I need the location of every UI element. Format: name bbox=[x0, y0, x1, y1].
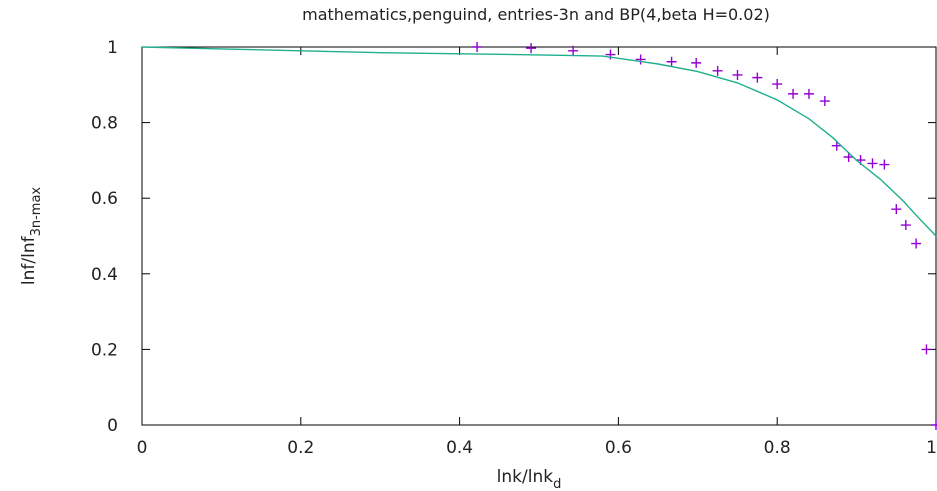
y-tick-label: 1 bbox=[107, 38, 118, 58]
data-point bbox=[879, 159, 890, 170]
x-tick-label: 0.4 bbox=[446, 438, 473, 458]
data-point bbox=[891, 204, 902, 215]
x-tick-label: 0.2 bbox=[287, 438, 314, 458]
data-point bbox=[788, 88, 799, 99]
data-point bbox=[526, 43, 537, 54]
data-point bbox=[921, 344, 932, 355]
y-axis-label: lnf/lnf3n-max bbox=[19, 187, 44, 286]
data-point bbox=[867, 158, 878, 169]
data-point bbox=[691, 57, 702, 68]
y-tick-label: 0.4 bbox=[91, 265, 118, 285]
x-tick-label: 0.8 bbox=[764, 438, 791, 458]
x-tick-label: 0 bbox=[137, 438, 148, 458]
data-point bbox=[803, 88, 814, 99]
data-point bbox=[911, 238, 922, 249]
data-point bbox=[635, 54, 646, 65]
y-tick-label: 0.6 bbox=[91, 189, 118, 209]
chart-title: mathematics,penguind, entries-3n and BP(… bbox=[302, 5, 770, 24]
plot-frame bbox=[141, 46, 937, 426]
x-tick-label: 1 bbox=[926, 438, 937, 458]
y-tick-label: 0.8 bbox=[91, 114, 118, 134]
data-point bbox=[752, 72, 763, 83]
data-point bbox=[712, 65, 723, 76]
x-axis-label: lnk/lnkd bbox=[497, 467, 562, 491]
data-point bbox=[819, 96, 830, 107]
data-point bbox=[772, 79, 783, 90]
x-axis: 0 0.2 0.4 0.6 0.8 1 bbox=[137, 47, 937, 458]
data-point bbox=[568, 45, 579, 56]
y-tick-label: 0 bbox=[107, 416, 118, 436]
data-point bbox=[931, 420, 937, 430]
plot-area bbox=[141, 42, 937, 430]
data-point bbox=[666, 56, 677, 67]
y-tick-label: 0.2 bbox=[91, 340, 118, 360]
data-point bbox=[472, 42, 483, 52]
y-axis: 0 0.2 0.4 0.6 0.8 1 bbox=[91, 38, 936, 436]
x-tick-label: 0.6 bbox=[605, 438, 632, 458]
data-point bbox=[732, 69, 743, 80]
series-line bbox=[141, 46, 937, 237]
data-point bbox=[900, 220, 911, 231]
